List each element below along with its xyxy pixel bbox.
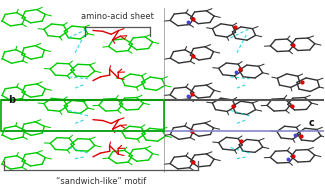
Text: amino-acid sheet: amino-acid sheet — [81, 12, 154, 21]
Text: “sandwich-like” motif: “sandwich-like” motif — [56, 177, 146, 186]
Text: c: c — [308, 118, 314, 128]
Bar — [1, 100, 164, 131]
Text: b: b — [8, 95, 15, 105]
